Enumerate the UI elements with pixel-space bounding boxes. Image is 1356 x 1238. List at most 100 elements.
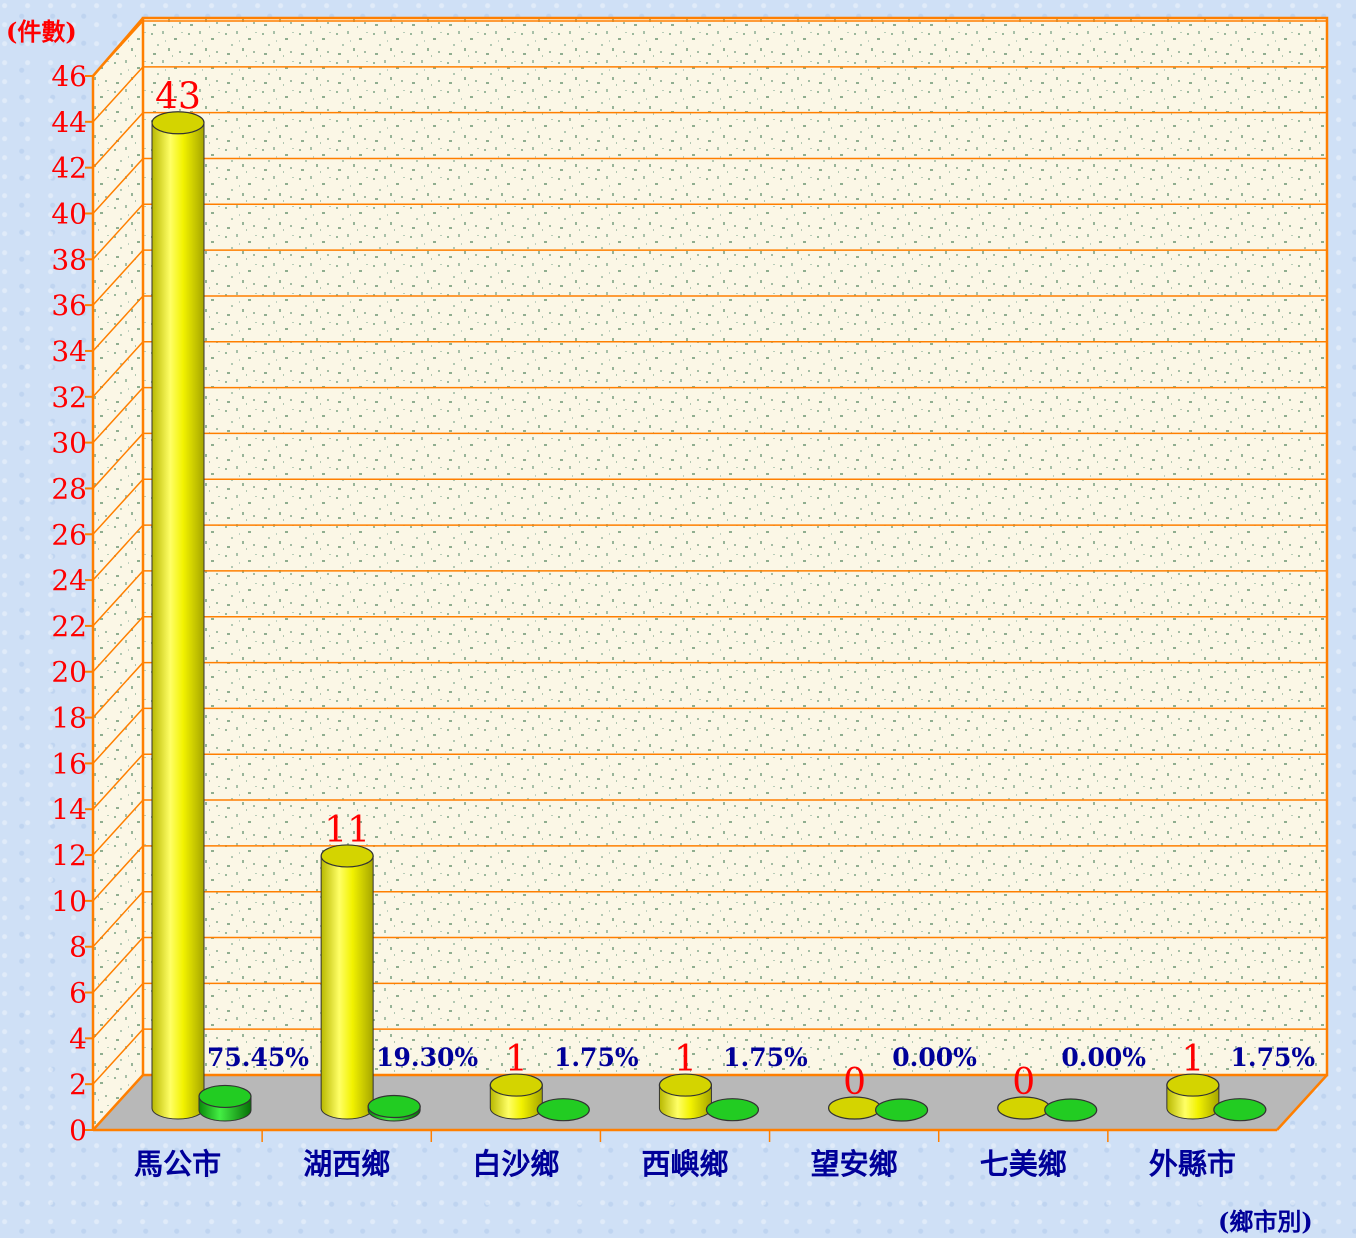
y-tick-label: 36	[51, 289, 87, 322]
category-label: 湖西鄉	[303, 1147, 390, 1181]
y-tick-label: 40	[51, 197, 87, 230]
count-value-label: 43	[155, 77, 201, 118]
x-axis-title: (鄉市別)	[1218, 1207, 1313, 1236]
y-tick-label: 10	[51, 885, 87, 918]
gridline-side	[92, 753, 144, 810]
gridline-side	[92, 249, 144, 306]
percent-bar	[1213, 1098, 1267, 1122]
gridline-side	[92, 157, 144, 214]
gridline-side	[92, 891, 144, 948]
percent-value-label: 1.75%	[723, 1043, 808, 1072]
percent-bar-top	[874, 1098, 929, 1122]
floor-left-edge	[92, 1074, 144, 1131]
gridline-side	[92, 66, 144, 123]
percent-bar	[536, 1098, 590, 1122]
y-tick-label: 28	[51, 472, 87, 505]
gridline-side	[92, 799, 144, 856]
count-value-label: 1	[1181, 1039, 1204, 1080]
y-tick-label: 6	[69, 977, 87, 1010]
y-tick-label: 44	[51, 106, 87, 139]
category-label: 白沙鄉	[472, 1147, 559, 1181]
y-tick-label: 4	[69, 1022, 87, 1055]
count-bar	[320, 844, 374, 1120]
gridline-side	[92, 387, 144, 444]
y-tick-label: 46	[51, 60, 87, 93]
percent-bar	[874, 1098, 929, 1122]
count-bar-side	[320, 855, 374, 1120]
y-axis-title: (件數)	[6, 17, 77, 46]
gridline-side	[92, 845, 144, 902]
y-tick-label: 16	[51, 747, 87, 780]
percent-value-label: 0.00%	[892, 1043, 977, 1072]
count-value-label: 11	[324, 810, 370, 851]
count-bar-top	[489, 1073, 543, 1097]
y-tick-label: 26	[51, 518, 87, 551]
percent-bar	[367, 1094, 421, 1122]
back-wall-frame	[141, 16, 1329, 1077]
category-label: 望安鄉	[811, 1147, 898, 1181]
gridline-side	[92, 616, 144, 673]
y-tick-label: 2	[69, 1068, 87, 1101]
y-tick-label: 12	[51, 839, 87, 872]
percent-value-label: 0.00%	[1061, 1043, 1146, 1072]
category-label: 外縣市	[1149, 1147, 1236, 1181]
side-wall-top-edge	[92, 17, 144, 77]
gridline-side	[92, 295, 144, 352]
gridline-side	[92, 112, 144, 169]
category-label: 七美鄉	[980, 1147, 1067, 1181]
count-bar-top	[151, 111, 205, 135]
y-tick-label: 42	[51, 152, 87, 185]
count-bar-top	[658, 1073, 713, 1097]
percent-bar	[705, 1098, 760, 1122]
percent-bar-top	[198, 1084, 252, 1109]
gridline-side	[92, 478, 144, 535]
y-tick-label: 34	[51, 335, 87, 368]
count-bar	[489, 1073, 543, 1120]
category-label: 馬公市	[134, 1147, 221, 1181]
y-tick-label: 14	[51, 793, 87, 826]
gridline-side	[92, 662, 144, 719]
gridline-side	[92, 982, 144, 1039]
percent-value-label: 1.75%	[554, 1043, 639, 1072]
floor-right-edge	[1276, 1074, 1328, 1131]
percent-bar	[1044, 1098, 1098, 1122]
count-value-label: 1	[674, 1039, 697, 1080]
y-tick-label: 0	[69, 1114, 87, 1147]
y-tick-label: 30	[51, 427, 87, 460]
side-wall	[93, 18, 143, 1130]
gridline-side	[92, 524, 144, 581]
gridline-side	[92, 341, 144, 398]
gridline-side	[92, 1028, 144, 1085]
count-bar	[151, 111, 205, 1120]
percent-bar-top	[705, 1098, 760, 1122]
count-value-label: 0	[843, 1062, 866, 1103]
count-value-label: 1	[505, 1039, 528, 1080]
percent-bar-top	[1044, 1098, 1098, 1122]
count-bar-side	[151, 122, 205, 1120]
count-bar-top	[1166, 1073, 1220, 1097]
gridline-side	[92, 432, 144, 489]
percent-bar-top	[536, 1098, 590, 1122]
count-bar-top	[320, 844, 374, 868]
gridline-side	[92, 203, 144, 260]
count-bar	[658, 1073, 713, 1120]
gridline-side	[92, 570, 144, 627]
y-tick-label: 8	[69, 931, 87, 964]
percent-value-label: 1.75%	[1231, 1043, 1316, 1072]
percent-bar-top	[367, 1094, 421, 1119]
gridline-side	[92, 707, 144, 764]
count-value-label: 0	[1012, 1062, 1035, 1103]
category-label: 西嶼鄉	[641, 1147, 728, 1181]
y-tick-label: 22	[51, 610, 87, 643]
gridline-side	[92, 937, 144, 994]
y-tick-label: 38	[51, 243, 87, 276]
y-tick-label: 20	[51, 656, 87, 689]
y-tick-label: 32	[51, 381, 87, 414]
percent-bar	[198, 1084, 252, 1122]
percent-bar-top	[1213, 1098, 1267, 1122]
y-tick-label: 18	[51, 702, 87, 735]
percent-value-label: 19.30%	[376, 1043, 478, 1072]
y-tick-label: 24	[51, 564, 87, 597]
